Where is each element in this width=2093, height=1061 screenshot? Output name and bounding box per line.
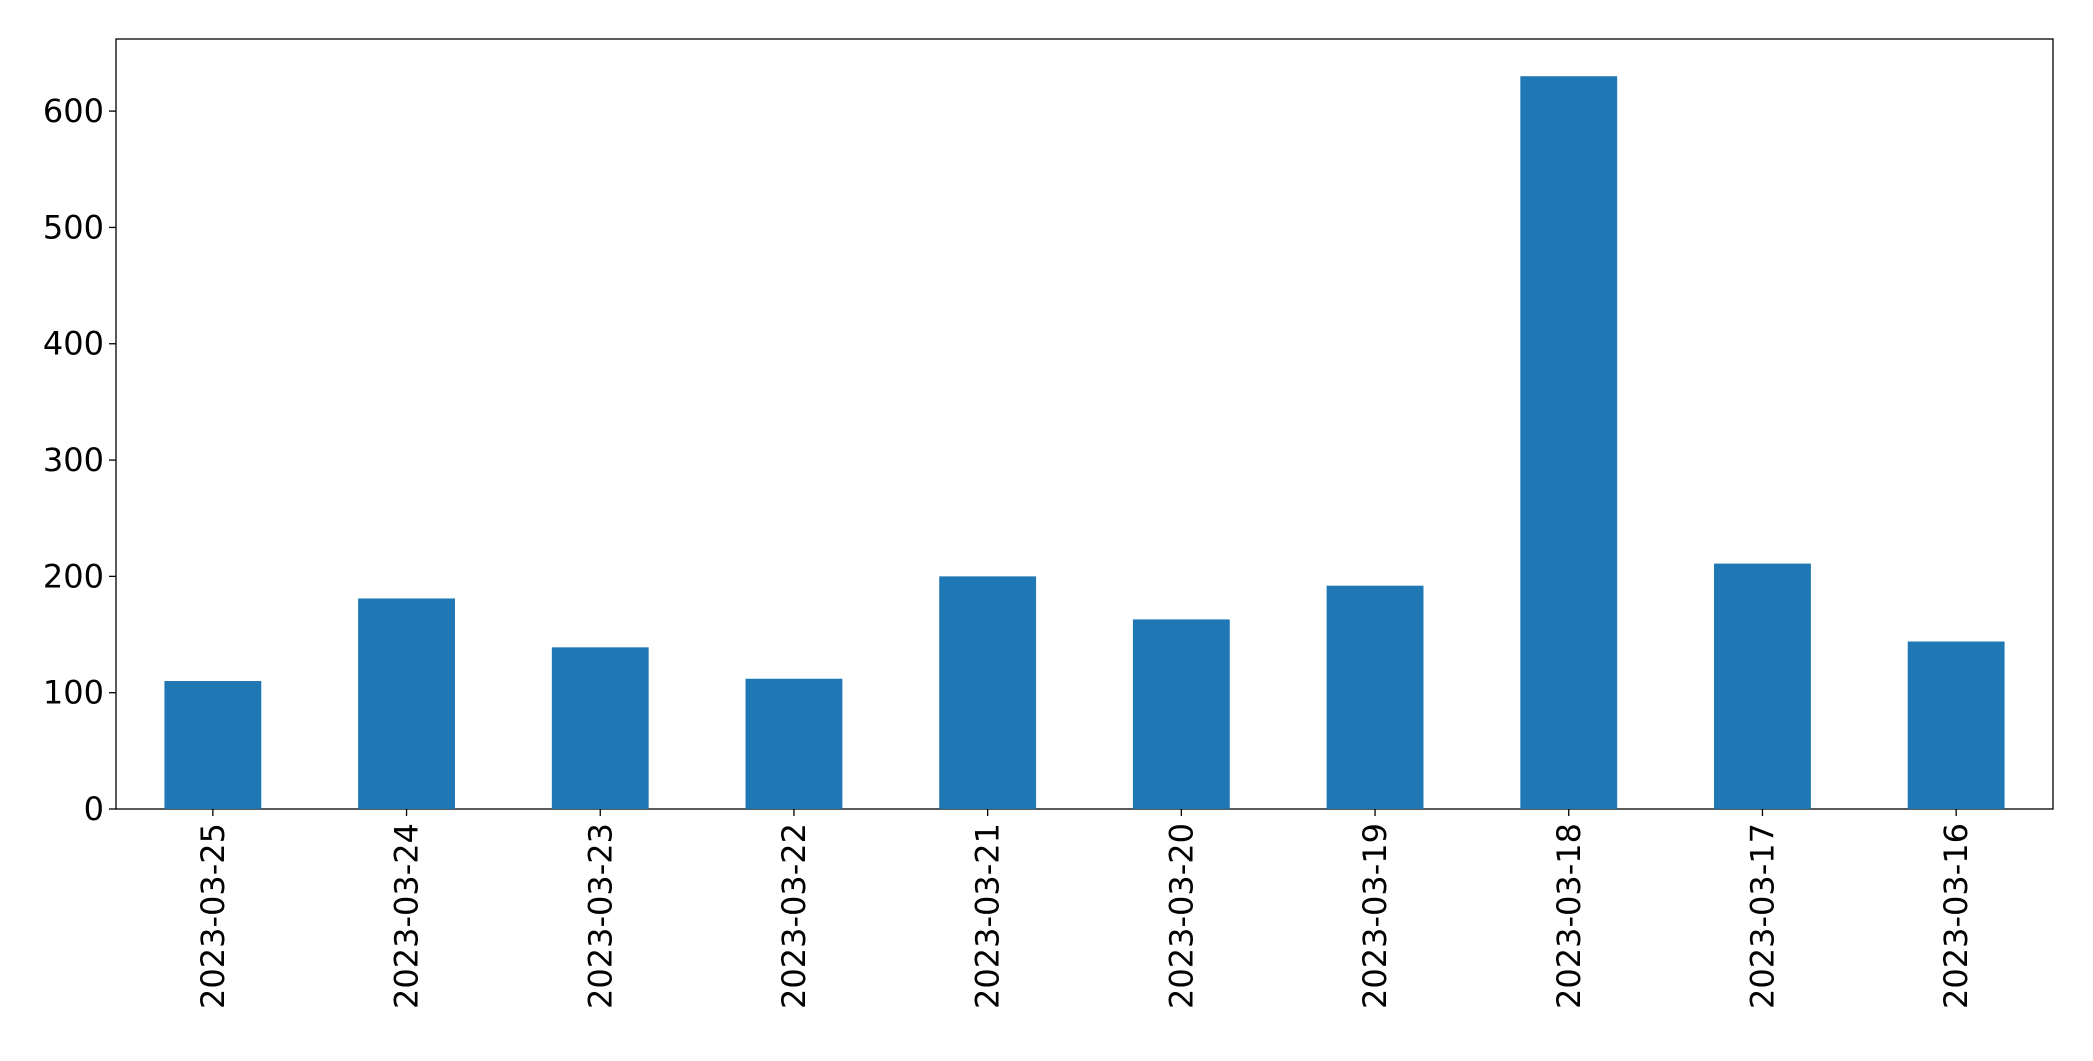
x-tick-label: 2023-03-17 — [1743, 823, 1781, 1009]
x-tick-label: 2023-03-23 — [581, 823, 619, 1009]
x-tick-label: 2023-03-22 — [775, 823, 813, 1009]
x-tick-label: 2023-03-21 — [969, 823, 1007, 1009]
bar — [1326, 585, 1424, 809]
y-tick-label: 500 — [43, 208, 104, 246]
bar — [1520, 76, 1618, 810]
y-tick-label: 400 — [43, 325, 104, 363]
x-tick-label: 2023-03-19 — [1356, 823, 1394, 1009]
x-tick-label: 2023-03-25 — [194, 823, 232, 1009]
y-tick-label: 100 — [43, 674, 104, 712]
y-tick-label: 0 — [84, 790, 104, 828]
x-tick-label: 2023-03-24 — [388, 823, 426, 1009]
bar — [358, 598, 455, 809]
bar — [551, 647, 649, 809]
bar — [1714, 563, 1811, 809]
bar — [164, 681, 262, 809]
y-tick-label: 200 — [43, 557, 104, 595]
x-tick-label: 2023-03-16 — [1937, 823, 1975, 1009]
x-tick-label: 2023-03-18 — [1550, 823, 1588, 1009]
bar — [1132, 619, 1230, 809]
y-tick-label: 300 — [43, 441, 104, 479]
x-tick-label: 2023-03-20 — [1162, 823, 1200, 1009]
y-tick-label: 600 — [43, 92, 104, 130]
bar — [1907, 641, 2005, 809]
bar — [745, 678, 843, 809]
plot-frame — [115, 38, 2054, 810]
bar — [939, 576, 1037, 809]
